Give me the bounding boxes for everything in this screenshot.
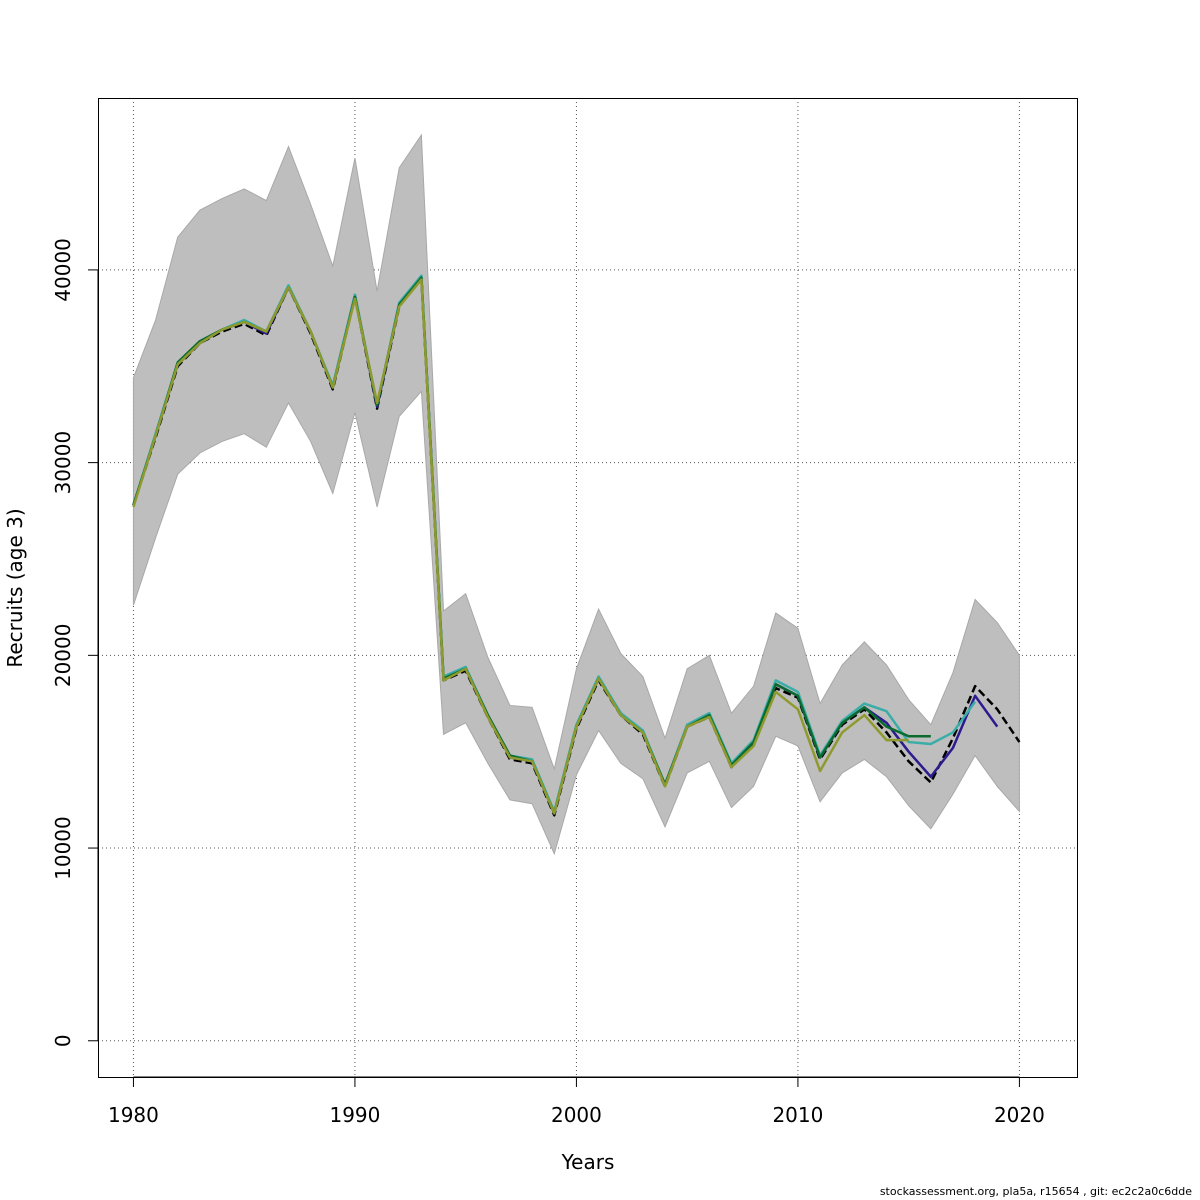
x-tick-label-4: 2020 xyxy=(994,1103,1045,1127)
y-tick-label-1: 10000 xyxy=(51,816,75,880)
x-tick-label-2: 2000 xyxy=(551,1103,602,1127)
y-tick-label-3: 30000 xyxy=(51,431,75,495)
y-axis: 0 10000 20000 30000 40000 xyxy=(51,238,99,1047)
confidence-band-layer xyxy=(132,133,1020,856)
series-line-4 xyxy=(132,278,909,815)
x-axis: 1980 1990 2000 2010 2020 xyxy=(108,1076,1045,1127)
y-tick-label-2: 20000 xyxy=(51,624,75,688)
series-line-0 xyxy=(132,276,1021,817)
confidence-band xyxy=(132,133,1020,856)
series-lines-layer xyxy=(132,274,1021,817)
x-tick-label-3: 2010 xyxy=(772,1103,823,1127)
y-tick-label-4: 40000 xyxy=(51,238,75,302)
x-tick-label-0: 1980 xyxy=(108,1103,159,1127)
y-axis-title: Recruits (age 3) xyxy=(3,508,27,667)
footer-attribution: stockassessment.org, pla5a, r15654 , git… xyxy=(879,1185,1192,1198)
y-tick-label-0: 0 xyxy=(51,1034,75,1047)
x-axis-title: Years xyxy=(561,1150,615,1174)
x-tick-label-1: 1990 xyxy=(329,1103,380,1127)
